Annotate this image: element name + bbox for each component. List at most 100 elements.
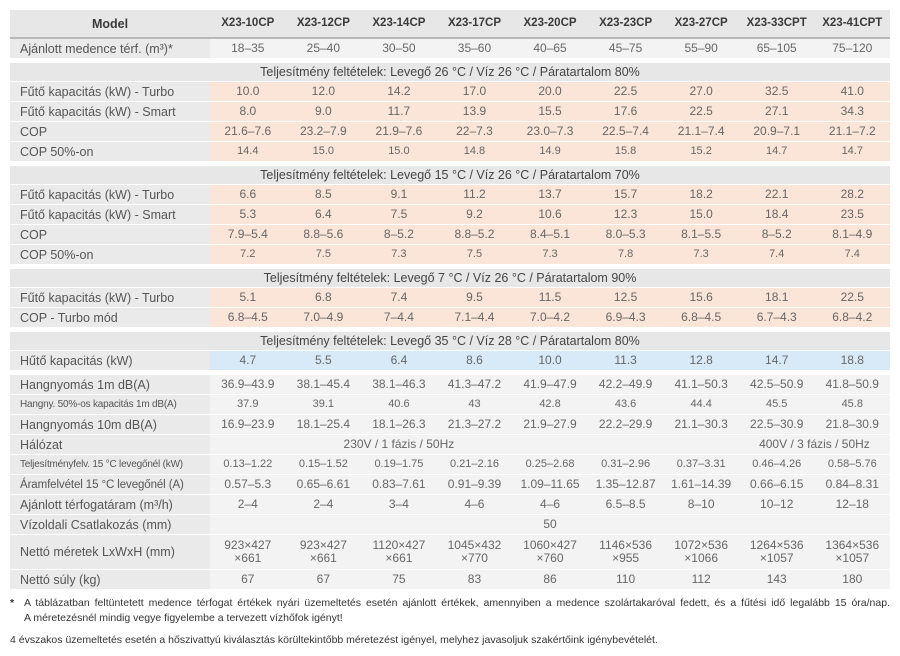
cell-value: 55–90 bbox=[663, 39, 739, 58]
cell-value: 10–12 bbox=[738, 495, 815, 514]
cell-value: 75 bbox=[361, 570, 437, 589]
cell-value: 15.5 bbox=[512, 102, 588, 121]
cell-value: 21.1–7.4 bbox=[663, 122, 739, 141]
cell-value: 5.5 bbox=[285, 351, 362, 370]
cell-value: 143 bbox=[738, 570, 815, 589]
cell-value: 6.4 bbox=[285, 205, 362, 224]
row-label: COP 50%-on bbox=[10, 245, 210, 264]
row-label: Ajánlott medence térf. (m³)* bbox=[10, 39, 210, 58]
cell-value: 923×427 ×661 bbox=[285, 535, 362, 569]
cell-value: 27.1 bbox=[738, 102, 815, 121]
cell-value: 7.4 bbox=[814, 245, 891, 264]
table-row: COP 21.6–7.6 23.2–7.9 21.9–7.6 22–7.3 23.0–7.… bbox=[10, 122, 891, 141]
cell-value: 0.15–1.52 bbox=[285, 455, 362, 474]
row-label: Hangny. 50%-os kapacitás 1m dB(A) bbox=[10, 395, 210, 414]
cell-value: 0.13–1.22 bbox=[210, 455, 286, 474]
table-row: Fűtő kapacitás (kW) - Turbo 10.0 12.0 14.2 1… bbox=[10, 82, 891, 101]
table-row: Vízoldali Csatlakozás (mm) 50 bbox=[10, 515, 890, 534]
cell-value: 41.3–47.2 bbox=[436, 375, 513, 394]
cell-value: 42.5–50.9 bbox=[738, 375, 815, 394]
cell-value: 83 bbox=[436, 570, 513, 589]
section-header-label: Teljesítmény feltételek: Levegő 7 °C / V… bbox=[10, 269, 890, 287]
table-row: Fűtő kapacitás (kW) - Smart 8.0 9.0 11.7 13.… bbox=[10, 102, 891, 121]
footnote-pool-volume: * A táblázatban feltüntetett medence tér… bbox=[10, 596, 890, 625]
cell-value: 18.1–26.3 bbox=[361, 415, 437, 434]
cell-value: 17.6 bbox=[587, 102, 664, 121]
cell-value: 35–60 bbox=[436, 39, 513, 58]
row-label: Hálózat bbox=[10, 435, 210, 454]
cell-value: 12.8 bbox=[663, 351, 739, 370]
cell-value: 6.8–4.2 bbox=[814, 308, 891, 327]
cell-value: 10.0 bbox=[512, 351, 588, 370]
cell-value: 11.5 bbox=[512, 288, 588, 307]
cell-value: 34.3 bbox=[814, 102, 891, 121]
cell-value: 9.0 bbox=[285, 102, 362, 121]
cell-value: 30–50 bbox=[361, 39, 437, 58]
cell-value: 15.6 bbox=[663, 288, 739, 307]
cell-value: 65–105 bbox=[738, 39, 815, 58]
cell-value: 0.31–2.96 bbox=[587, 455, 664, 474]
cell-value: 6.5–8.5 bbox=[587, 495, 664, 514]
cell-value: 41.9–47.9 bbox=[512, 375, 588, 394]
cell-value: 9.5 bbox=[436, 288, 513, 307]
cell-value: 6.8 bbox=[285, 288, 362, 307]
cell-value: 45.5 bbox=[738, 395, 815, 414]
cell-value: 25–40 bbox=[285, 39, 362, 58]
cell-value: 42.8 bbox=[512, 395, 588, 414]
cell-value: 0.21–2.16 bbox=[436, 455, 513, 474]
row-label: COP bbox=[10, 122, 210, 141]
cell-value: 22.5 bbox=[663, 102, 739, 121]
cell-value: 8.6 bbox=[436, 351, 513, 370]
table-row: COP - Turbo mód 6.8–4.5 7.0–4.9 7–4.4 7.1–4.… bbox=[10, 308, 891, 327]
cell-value: 12.5 bbox=[587, 288, 664, 307]
cell-value: 1364×536 ×1057 bbox=[814, 535, 891, 569]
cell-value: 0.91–9.39 bbox=[436, 475, 513, 494]
cell-value: 11.7 bbox=[361, 102, 437, 121]
cell-value: 10.0 bbox=[210, 82, 286, 101]
cell-value: 8.1–5.5 bbox=[663, 225, 739, 244]
cell-value: 14.7 bbox=[738, 142, 815, 161]
cell-value: 14.7 bbox=[738, 351, 815, 370]
cell-value: 17.0 bbox=[436, 82, 513, 101]
cell-value: 8–5.2 bbox=[738, 225, 815, 244]
cell-value: 86 bbox=[512, 570, 588, 589]
table-row: Hangny. 50%-os kapacitás 1m dB(A) 37.9 39.… bbox=[10, 395, 891, 414]
table-row: Ajánlott térfogatáram (m³/h) 2–4 2–4 3–4 4–6… bbox=[10, 495, 891, 514]
cell-value: 21.1–30.3 bbox=[663, 415, 739, 434]
row-label: Fűtő kapacitás (kW) - Turbo bbox=[10, 288, 210, 307]
footnote-asterisk: * bbox=[10, 597, 15, 609]
table-row: COP 50%-on 14.4 15.0 15.0 14.8 14.9 15.8 15.2 14… bbox=[10, 142, 891, 161]
table-row: Fűtő kapacitás (kW) - Turbo 5.1 6.8 7.4 9.5 1… bbox=[10, 288, 891, 307]
cell-value: 43.6 bbox=[587, 395, 664, 414]
cell-value: 4.7 bbox=[210, 351, 286, 370]
cell-value: 1.61–14.39 bbox=[663, 475, 739, 494]
cell-value: 40–65 bbox=[512, 39, 588, 58]
row-label: COP 50%-on bbox=[10, 142, 210, 161]
cell-value: 9.2 bbox=[436, 205, 513, 224]
cell-value: 14.2 bbox=[361, 82, 437, 101]
cell-value: 8.0 bbox=[210, 102, 286, 121]
table-row: COP 50%-on 7.2 7.5 7.3 7.5 7.3 7.8 7.3 7.4 7.4 bbox=[10, 245, 891, 264]
cell-value: 23.2–7.9 bbox=[285, 122, 362, 141]
cell-value: 0.66–6.15 bbox=[738, 475, 815, 494]
cell-value: 180 bbox=[814, 570, 891, 589]
footnote-pool-volume-line2: A méretezésnél mindig vegye figyelembe a… bbox=[24, 611, 343, 624]
cell-value: 15.0 bbox=[285, 142, 362, 161]
section-header-label: Teljesítmény feltételek: Levegő 26 °C / … bbox=[10, 63, 890, 81]
cell-value: 41.1–50.3 bbox=[663, 375, 739, 394]
cell-value: 21.3–27.2 bbox=[436, 415, 513, 434]
cell-value: 18.2 bbox=[663, 185, 739, 204]
cell-value: 923×427 ×661 bbox=[210, 535, 286, 569]
column-header: X23-27CP bbox=[663, 10, 739, 37]
row-label: Ajánlott térfogatáram (m³/h) bbox=[10, 495, 210, 514]
table-row: Teljesítményfelv. 15 °C levegőnél (kW) 0.… bbox=[10, 455, 891, 474]
column-header: X23-20CP bbox=[512, 10, 588, 37]
table-row: Fűtő kapacitás (kW) - Turbo 6.6 8.5 9.1 11.2… bbox=[10, 185, 891, 204]
cell-value: 13.9 bbox=[436, 102, 513, 121]
column-header: X23-41CPT bbox=[814, 10, 891, 37]
cell-value: 23.5 bbox=[814, 205, 891, 224]
row-label: Fűtő kapacitás (kW) - Turbo bbox=[10, 82, 210, 101]
cell-value: 8.5 bbox=[285, 185, 362, 204]
cell-value: 41.0 bbox=[814, 82, 891, 101]
column-header: X23-10CP bbox=[210, 10, 286, 37]
